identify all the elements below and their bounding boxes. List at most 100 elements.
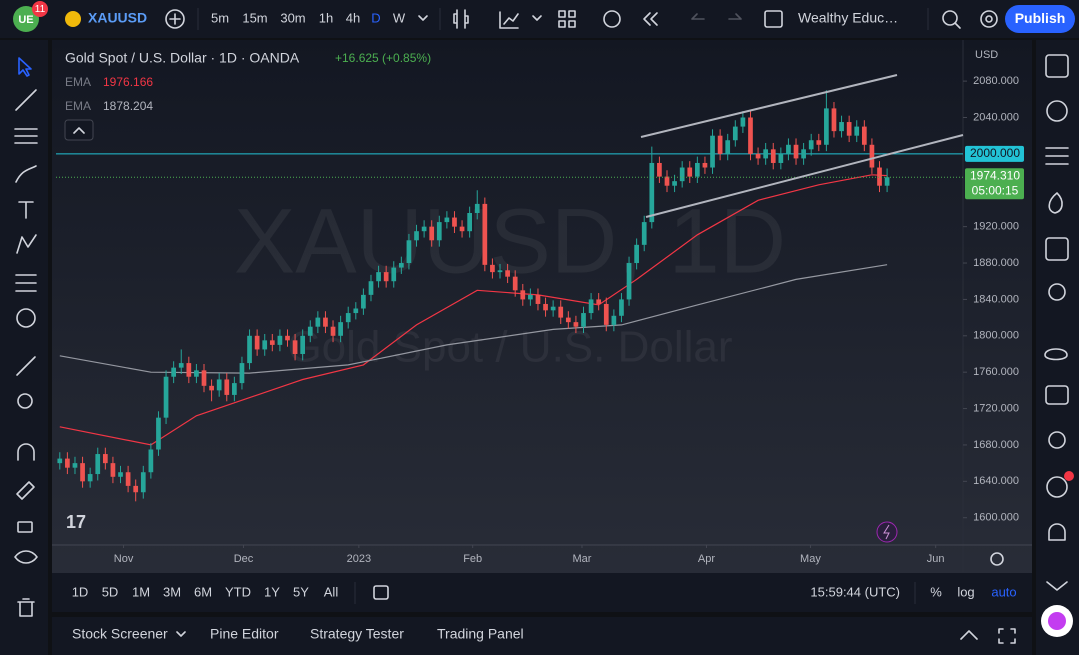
symbol[interactable]: XAUUSD <box>88 10 147 26</box>
panel-tab[interactable]: Trading Panel <box>437 626 524 642</box>
trend-line-tool[interactable] <box>15 89 37 111</box>
bell[interactable] <box>1048 523 1066 541</box>
percent-toggle[interactable]: % <box>930 584 942 599</box>
range[interactable]: All <box>324 584 339 599</box>
chats[interactable] <box>1044 348 1068 361</box>
ideas[interactable] <box>1048 283 1066 301</box>
stay-in-drawing[interactable] <box>16 481 35 500</box>
collapse-sidebar[interactable] <box>1046 581 1068 591</box>
indicators-menu[interactable] <box>532 15 542 21</box>
panel-tab[interactable]: Strategy Tester <box>310 626 404 642</box>
zoom-tool[interactable] <box>17 393 33 409</box>
candle-body <box>824 108 829 145</box>
interval[interactable]: W <box>393 10 406 25</box>
range[interactable]: 5Y <box>293 584 309 599</box>
candle-body <box>596 299 602 304</box>
channel-lower[interactable] <box>645 134 964 218</box>
legend-collapse[interactable] <box>64 119 94 141</box>
data-window[interactable] <box>1045 147 1069 165</box>
clock[interactable]: 15:59:44 (UTC) <box>810 584 900 599</box>
lock-tool[interactable] <box>17 521 33 533</box>
undo[interactable] <box>691 13 705 20</box>
events-icon[interactable] <box>876 521 898 543</box>
tab-menu[interactable] <box>176 631 186 637</box>
hide-tool[interactable] <box>14 550 38 564</box>
alerts-badge <box>32 1 48 17</box>
alert[interactable] <box>603 10 621 28</box>
axis-settings[interactable] <box>990 552 1004 566</box>
y-tick-label: 1640.000 <box>973 475 1019 487</box>
interval-menu[interactable] <box>418 15 428 21</box>
channel-upper[interactable] <box>640 74 898 138</box>
candle-body <box>512 276 518 291</box>
interval[interactable]: 5m <box>211 10 229 25</box>
candle-body <box>619 299 624 316</box>
panel-maximize[interactable] <box>998 628 1016 644</box>
measure-tool[interactable] <box>16 356 36 376</box>
candle-body <box>156 417 161 450</box>
watchlist[interactable] <box>1045 54 1069 78</box>
candle-body <box>770 149 776 163</box>
range[interactable]: 1M <box>132 584 150 599</box>
currency[interactable]: USD <box>975 49 998 61</box>
y-tick-label: 2040.000 <box>973 111 1019 123</box>
redo[interactable] <box>728 13 742 20</box>
calendar[interactable] <box>1045 237 1069 261</box>
text-tool[interactable] <box>18 201 34 219</box>
hotlists[interactable] <box>1048 192 1063 214</box>
ema-value: 1878.204 <box>103 99 153 113</box>
broadcast[interactable] <box>1046 476 1068 498</box>
settings[interactable] <box>980 10 998 28</box>
tv-logo: 17 <box>66 512 86 532</box>
range[interactable]: 3M <box>163 584 181 599</box>
icon-tool[interactable] <box>16 308 36 328</box>
panel-tab[interactable]: Stock Screener <box>72 626 168 642</box>
layout-toggle[interactable] <box>764 10 783 28</box>
candle-body <box>330 326 336 336</box>
publish-button[interactable] <box>1005 5 1075 33</box>
interval[interactable]: 30m <box>280 10 305 25</box>
notifications[interactable] <box>1048 431 1066 449</box>
layout-name[interactable]: Wealthy Educ… <box>798 10 898 26</box>
range[interactable]: 5D <box>102 584 119 599</box>
panel-tab[interactable]: Pine Editor <box>210 626 279 642</box>
panel-expand[interactable] <box>960 630 978 640</box>
candle-body <box>474 203 480 214</box>
pattern-tool[interactable] <box>16 234 37 254</box>
range[interactable]: 1D <box>72 584 89 599</box>
range[interactable]: 6M <box>194 584 212 599</box>
interval[interactable]: 1h <box>319 10 333 25</box>
alerts-panel[interactable] <box>1046 100 1068 122</box>
candle-body <box>482 203 488 265</box>
price-line-badge <box>965 145 1024 162</box>
fib-tool[interactable] <box>14 128 38 144</box>
auto-toggle[interactable]: auto <box>991 584 1016 599</box>
interval-active[interactable]: D <box>371 10 380 25</box>
candle-body <box>80 463 85 482</box>
candle-body <box>110 463 116 477</box>
chart-type[interactable] <box>453 9 469 29</box>
remove-tool[interactable] <box>17 598 35 617</box>
range[interactable]: YTD <box>225 584 251 599</box>
brush-tool[interactable] <box>15 165 37 183</box>
templates[interactable] <box>558 10 576 28</box>
logo[interactable] <box>13 6 39 32</box>
add-symbol[interactable] <box>165 9 185 29</box>
replay[interactable] <box>643 12 658 26</box>
log-toggle[interactable]: log <box>957 584 974 599</box>
candle-body <box>786 144 791 154</box>
search[interactable] <box>942 10 958 26</box>
cursor-tool[interactable] <box>18 57 32 77</box>
y-tick-label: 1760.000 <box>973 366 1019 378</box>
candle-body <box>436 222 442 241</box>
date-range[interactable] <box>373 585 389 600</box>
interval[interactable]: 4h <box>346 10 360 25</box>
interval[interactable]: 15m <box>242 10 267 25</box>
candle-body <box>467 213 473 232</box>
prediction-tool[interactable] <box>15 274 37 292</box>
indicators[interactable] <box>499 11 519 29</box>
range[interactable]: 1Y <box>264 584 280 599</box>
streams[interactable] <box>1045 385 1069 405</box>
countdown: 05:00:15 <box>972 183 1019 197</box>
magnet-tool[interactable] <box>17 443 35 461</box>
